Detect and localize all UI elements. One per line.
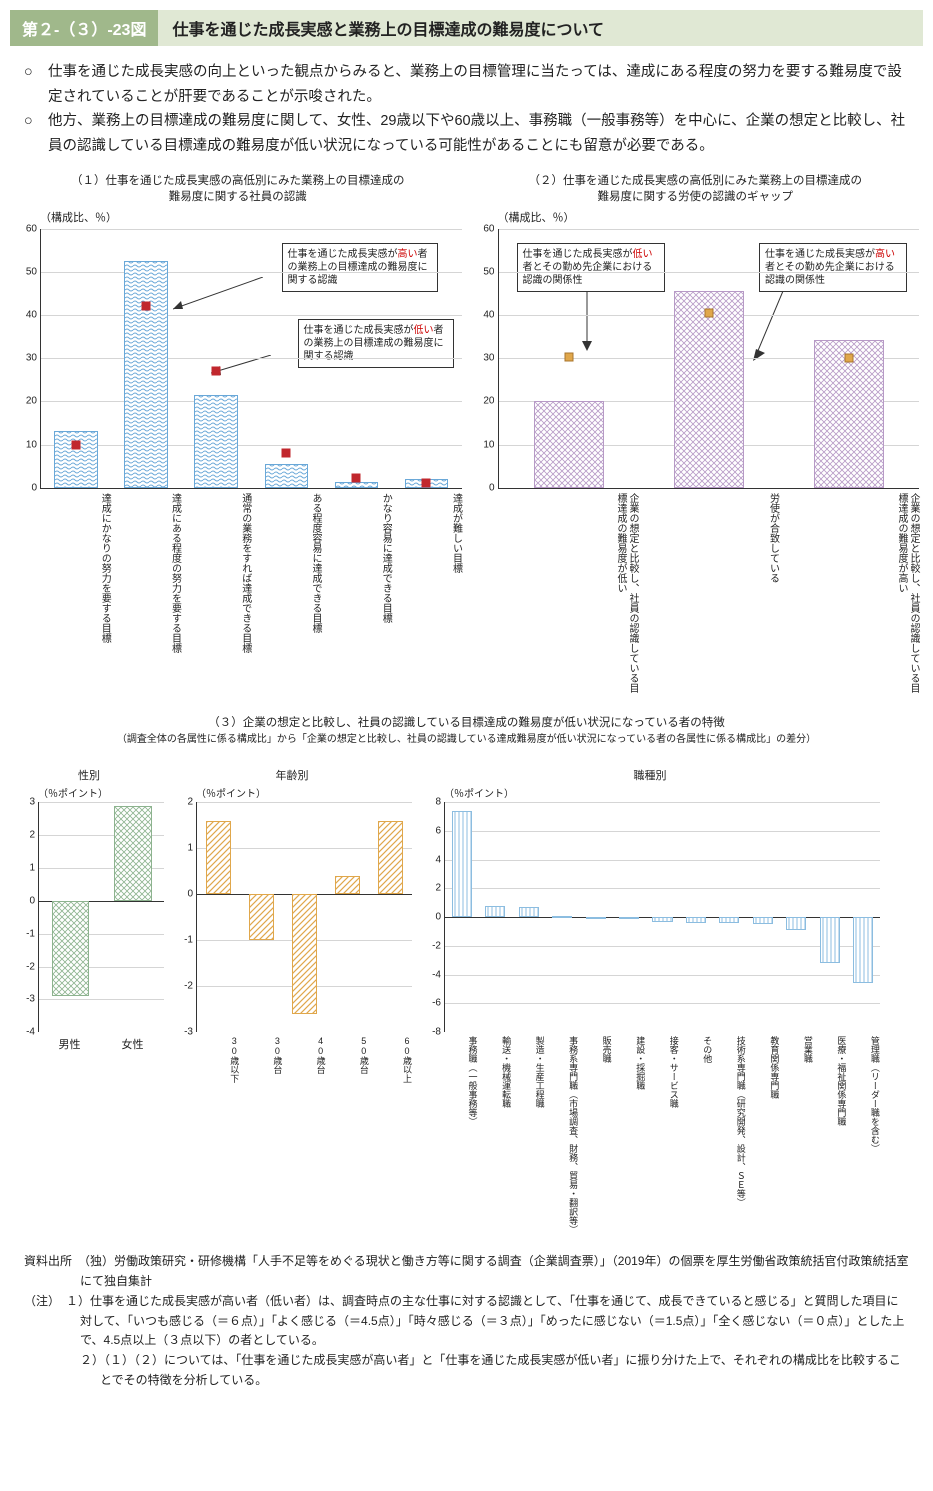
chart3-bar bbox=[249, 894, 275, 940]
chart3-bar bbox=[206, 821, 232, 895]
category-label: その他 bbox=[679, 1036, 713, 1234]
chart3-bar bbox=[52, 901, 90, 996]
chart3-panel: 性別（％ポイント）-4-3-2-10123男性女性 bbox=[14, 769, 164, 1234]
summary-text-2: 他方、業務上の目標達成の難易度に関して、女性、29歳以下や60歳以上、事務職（一… bbox=[48, 109, 909, 158]
category-label: かなり容易に達成できる目標 bbox=[321, 493, 391, 653]
top-charts-row: （１）仕事を通じた成長実感の高低別にみた業務上の目標達成の難易度に関する社員の認… bbox=[10, 173, 923, 693]
chart3-bar bbox=[619, 917, 639, 919]
category-label: 40歳台 bbox=[282, 1036, 325, 1083]
figure-title: 仕事を通じた成長実感と業務上の目標達成の難易度について bbox=[158, 10, 923, 46]
chart1-plot: 仕事を通じた成長実感が高い者の業務上の目標達成の難易度に関する認識 仕事を通じた… bbox=[40, 229, 462, 489]
chart3-bar bbox=[586, 917, 606, 919]
chart3-bar bbox=[335, 876, 361, 894]
source-label: 資料出所 bbox=[24, 1254, 72, 1268]
figure-number: 第２-（３）-23図 bbox=[10, 10, 158, 46]
category-label: 販売職 bbox=[578, 1036, 612, 1234]
summary-text-1: 仕事を通じた成長実感の向上といった観点からみると、業務上の目標管理に当たっては、… bbox=[48, 60, 909, 109]
chart1-marker bbox=[72, 441, 81, 450]
category-label: 30歳台 bbox=[239, 1036, 282, 1083]
category-label: 企業の想定と比較し、社員の認識している目標達成の難易度が低い bbox=[498, 493, 639, 693]
chart3-bar bbox=[378, 821, 404, 895]
chart2-marker bbox=[844, 354, 853, 363]
category-label: 通常の業務をすれば達成できる目標 bbox=[181, 493, 251, 653]
chart2-marker bbox=[704, 309, 713, 318]
category-label: 営業職 bbox=[779, 1036, 813, 1234]
category-label: 男性 bbox=[38, 1036, 101, 1052]
chart1-bar bbox=[124, 261, 167, 488]
chart3-title: （３）企業の想定と比較し、社員の認識している目標達成の難易度が低い状況になってい… bbox=[10, 715, 923, 747]
bullet-icon: ○ bbox=[24, 109, 48, 158]
category-label: 製造・生産工程職 bbox=[511, 1036, 545, 1234]
category-label: 建設・採掘職 bbox=[612, 1036, 646, 1234]
chart2-annotation-high: 仕事を通じた成長実感が高い者とその勤め先企業における認識の関係性 bbox=[759, 243, 907, 292]
chart1-marker bbox=[212, 367, 221, 376]
chart3-bar bbox=[552, 916, 572, 918]
category-label: 30歳以下 bbox=[196, 1036, 239, 1083]
chart2-annotation-low: 仕事を通じた成長実感が低い者とその勤め先企業における認識の関係性 bbox=[517, 243, 665, 292]
note-1: １）仕事を通じた成長実感が高い者（低い者）は、調査時点の主な仕事に対する認識とし… bbox=[66, 1294, 904, 1348]
chart-2: （２）仕事を通じた成長実感の高低別にみた業務上の目標達成の難易度に関する労使の認… bbox=[472, 173, 920, 693]
chart3-bar bbox=[719, 917, 739, 923]
category-label: ある程度容易に達成できる目標 bbox=[251, 493, 321, 653]
chart2-axis-label: （構成比、％） bbox=[498, 209, 920, 225]
chart1-annotation-high: 仕事を通じた成長実感が高い者の業務上の目標達成の難易度に関する認識 bbox=[282, 243, 438, 292]
chart2-bar bbox=[674, 291, 744, 488]
chart3-bar bbox=[519, 907, 539, 917]
chart1-annotation-low: 仕事を通じた成長実感が低い者の業務上の目標達成の難易度に関する認識 bbox=[298, 319, 454, 368]
category-label: 事務職（一般事務等） bbox=[444, 1036, 478, 1234]
source-text: （独）労働政策研究・研修機構「人手不足等をめぐる現状と働き方等に関する調査（企業… bbox=[80, 1254, 909, 1288]
note-label: （注） bbox=[24, 1294, 54, 1308]
figure-header: 第２-（３）-23図 仕事を通じた成長実感と業務上の目標達成の難易度について bbox=[10, 10, 923, 46]
chart1-marker bbox=[142, 302, 151, 311]
chart3-panel: 職種別（％ポイント）-8-6-4-202468事務職（一般事務等）輸送・機械運転… bbox=[420, 769, 880, 1234]
category-label: 管理職（リーダー職を含む） bbox=[846, 1036, 880, 1234]
category-label: 教育関係専門職 bbox=[746, 1036, 780, 1234]
footer-notes: 資料出所 （独）労働政策研究・研修機構「人手不足等をめぐる現状と働き方等に関する… bbox=[10, 1234, 923, 1391]
chart3-bar bbox=[652, 917, 672, 921]
chart1-categories: 達成にかなりの努力を要する目標達成にある程度の努力を要する目標通常の業務をすれば… bbox=[40, 493, 462, 653]
chart1-marker bbox=[352, 473, 361, 482]
chart3-bar bbox=[786, 917, 806, 930]
category-label: 接客・サービス職 bbox=[645, 1036, 679, 1234]
category-label: 輸送・機械運転職 bbox=[478, 1036, 512, 1234]
chart1-marker bbox=[422, 478, 431, 487]
chart1-bar bbox=[335, 482, 378, 488]
category-label: 労使が合致している bbox=[638, 493, 779, 693]
chart3-panel: 年齢別（％ポイント）-3-2-101230歳以下30歳台40歳台50歳台60歳以… bbox=[172, 769, 412, 1234]
chart1-bar bbox=[194, 395, 237, 488]
chart2-bar bbox=[534, 401, 604, 488]
chart-1: （１）仕事を通じた成長実感の高低別にみた業務上の目標達成の難易度に関する社員の認… bbox=[14, 173, 462, 693]
summary-block: ○ 仕事を通じた成長実感の向上といった観点からみると、業務上の目標管理に当たって… bbox=[10, 60, 923, 173]
category-label: 女性 bbox=[101, 1036, 164, 1052]
category-label: 50歳台 bbox=[326, 1036, 369, 1083]
note-2: ２）（１）（２）については、「仕事を通じた成長実感が高い者」と「仕事を通じた成長… bbox=[24, 1351, 909, 1391]
category-label: 事務系専門職（市場調査、財務、貿易・翻訳等） bbox=[545, 1036, 579, 1234]
chart2-plot: 仕事を通じた成長実感が低い者とその勤め先企業における認識の関係性 仕事を通じた成… bbox=[498, 229, 920, 489]
category-label: 技術系専門職（研究開発、設計、ＳＥ等） bbox=[712, 1036, 746, 1234]
category-label: 達成が難しい目標 bbox=[391, 493, 461, 653]
category-label: 医療・福祉関係専門職 bbox=[813, 1036, 847, 1234]
chart3-bar bbox=[114, 806, 152, 901]
chart1-bar bbox=[265, 464, 308, 488]
chart3-bar bbox=[686, 917, 706, 923]
category-label: 60歳以上 bbox=[369, 1036, 412, 1083]
chart2-categories: 企業の想定と比較し、社員の認識している目標達成の難易度が低い労使が合致している企… bbox=[498, 493, 920, 693]
chart1-marker bbox=[282, 449, 291, 458]
bullet-icon: ○ bbox=[24, 60, 48, 109]
chart1-bar bbox=[54, 431, 97, 488]
chart3-panels: 性別（％ポイント）-4-3-2-10123男性女性年齢別（％ポイント）-3-2-… bbox=[10, 769, 923, 1234]
chart3-bar bbox=[753, 917, 773, 924]
category-label: 達成にかなりの努力を要する目標 bbox=[40, 493, 110, 653]
chart3-bar bbox=[485, 906, 505, 918]
chart3-bar bbox=[292, 894, 318, 1014]
chart3-bar bbox=[820, 917, 840, 963]
category-label: 企業の想定と比較し、社員の認識している目標達成の難易度が高い bbox=[779, 493, 920, 693]
category-label: 達成にある程度の努力を要する目標 bbox=[110, 493, 180, 653]
chart2-marker bbox=[564, 352, 573, 361]
chart3-bar bbox=[452, 811, 472, 917]
chart3-bar bbox=[853, 917, 873, 983]
chart1-axis-label: （構成比、％） bbox=[40, 209, 462, 225]
